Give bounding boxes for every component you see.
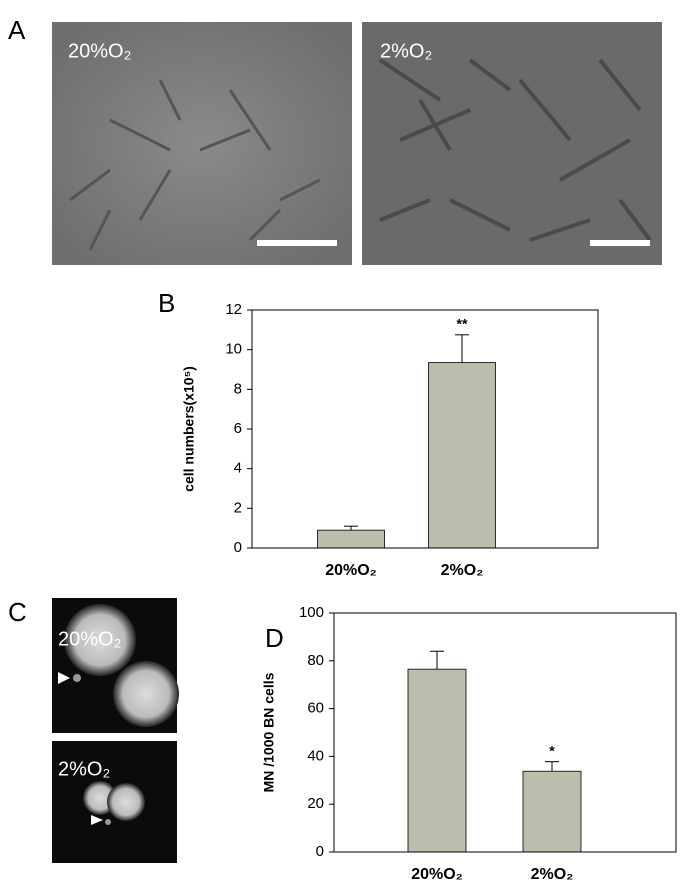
- micrograph: [52, 741, 177, 863]
- y-tick-label: 8: [234, 380, 242, 397]
- image-label: 20%O₂: [68, 40, 131, 62]
- bar: [407, 668, 467, 853]
- micrograph: [52, 22, 352, 265]
- significance-label: **: [457, 315, 468, 331]
- x-tick-label: 2%O₂: [531, 866, 574, 883]
- y-axis-label: MN /1000 BN cells: [261, 672, 277, 792]
- panel-label: A: [8, 15, 26, 45]
- y-tick-label: 20: [307, 795, 324, 812]
- y-tick-label: 10: [225, 341, 242, 358]
- image-label: 2%O₂: [380, 40, 432, 62]
- error-bar: [344, 525, 358, 531]
- y-tick-label: 60: [307, 700, 324, 717]
- y-tick-label: 0: [234, 539, 242, 556]
- bar: [428, 362, 496, 549]
- y-tick-label: 40: [307, 747, 324, 764]
- panel-label: D: [265, 623, 284, 653]
- y-axis-label: cell numbers(x10⁵): [181, 366, 197, 492]
- image-label: 20%O₂: [58, 628, 121, 650]
- plot-frame: [251, 309, 599, 549]
- bar: [522, 770, 582, 853]
- image-label: 2%O₂: [58, 758, 110, 780]
- error-bar: [430, 650, 444, 670]
- panel-label: C: [8, 597, 27, 627]
- significance-label: *: [549, 742, 555, 758]
- y-tick-label: 4: [234, 460, 242, 477]
- y-tick-label: 6: [234, 420, 242, 437]
- error-bar: [455, 334, 469, 363]
- y-tick-label: 80: [307, 652, 324, 669]
- y-tick-label: 0: [316, 843, 324, 860]
- micrograph: [52, 598, 179, 733]
- y-tick-label: 100: [299, 604, 324, 621]
- y-tick-label: 2: [234, 499, 242, 516]
- x-tick-label: 20%O₂: [325, 562, 377, 579]
- micrograph: [362, 22, 662, 265]
- x-tick-label: 2%O₂: [441, 562, 484, 579]
- x-tick-label: 20%O₂: [411, 866, 463, 883]
- error-bar: [545, 761, 559, 772]
- plot-frame: [333, 612, 677, 853]
- y-tick-label: 12: [225, 301, 242, 318]
- bar: [317, 529, 385, 549]
- panel-label: B: [158, 288, 175, 318]
